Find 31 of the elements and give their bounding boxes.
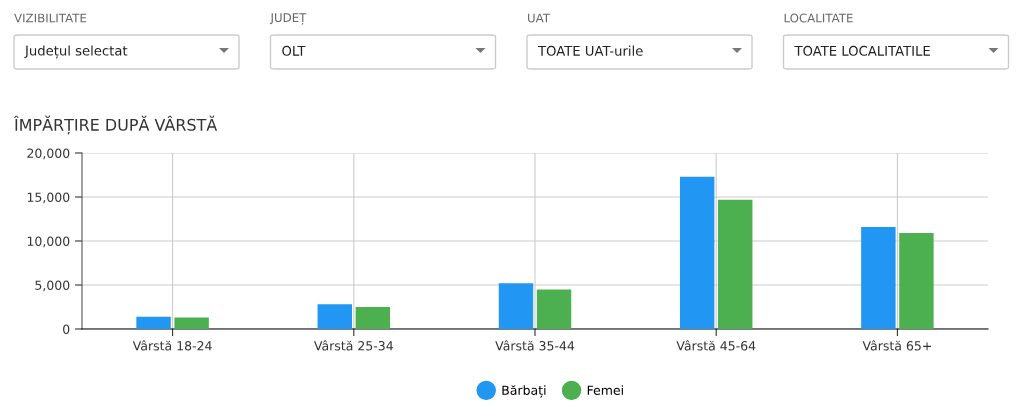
x-tick-label: Vârstă 65+ xyxy=(862,340,931,351)
legend-label: Bărbați xyxy=(502,385,546,398)
bar xyxy=(679,176,715,329)
y-tick-label: 20,000 xyxy=(27,148,70,160)
bar xyxy=(136,316,171,329)
text: UAT xyxy=(528,13,551,23)
text: OLT xyxy=(282,45,306,56)
y-tick-label: 15,000 xyxy=(27,192,70,204)
bar xyxy=(498,283,534,329)
text: TOATE LOCALITATILE xyxy=(794,45,930,56)
x-tick-label: Vârstă 45-64 xyxy=(676,340,756,351)
bar xyxy=(718,199,753,329)
y-tick-label: 10,000 xyxy=(27,236,70,248)
x-tick-label: Vârstă 18-24 xyxy=(132,340,212,351)
y-tick-label: 0 xyxy=(63,324,70,334)
x-tick-label: Vârstă 25-34 xyxy=(314,340,393,351)
chart-title: ÎMPĂRȚIRE DUPĂ VÂRSTĂ xyxy=(13,115,218,135)
bar xyxy=(317,304,352,329)
text: VIZIBILITATE xyxy=(14,13,87,23)
text: Județul selectat xyxy=(24,45,128,59)
bar xyxy=(861,226,896,329)
legend-label: Femei xyxy=(587,385,623,395)
text: JUDEȚ xyxy=(269,13,307,25)
bar xyxy=(355,307,391,329)
x-tick-label: Vârstă 35-44 xyxy=(495,340,575,351)
bar xyxy=(536,289,572,329)
y-tick-label: 5,000 xyxy=(35,280,70,292)
bar xyxy=(174,317,209,329)
bar xyxy=(899,233,934,329)
text: TOATE UAT-urile xyxy=(537,45,643,56)
text: LOCALITATE xyxy=(784,13,853,23)
